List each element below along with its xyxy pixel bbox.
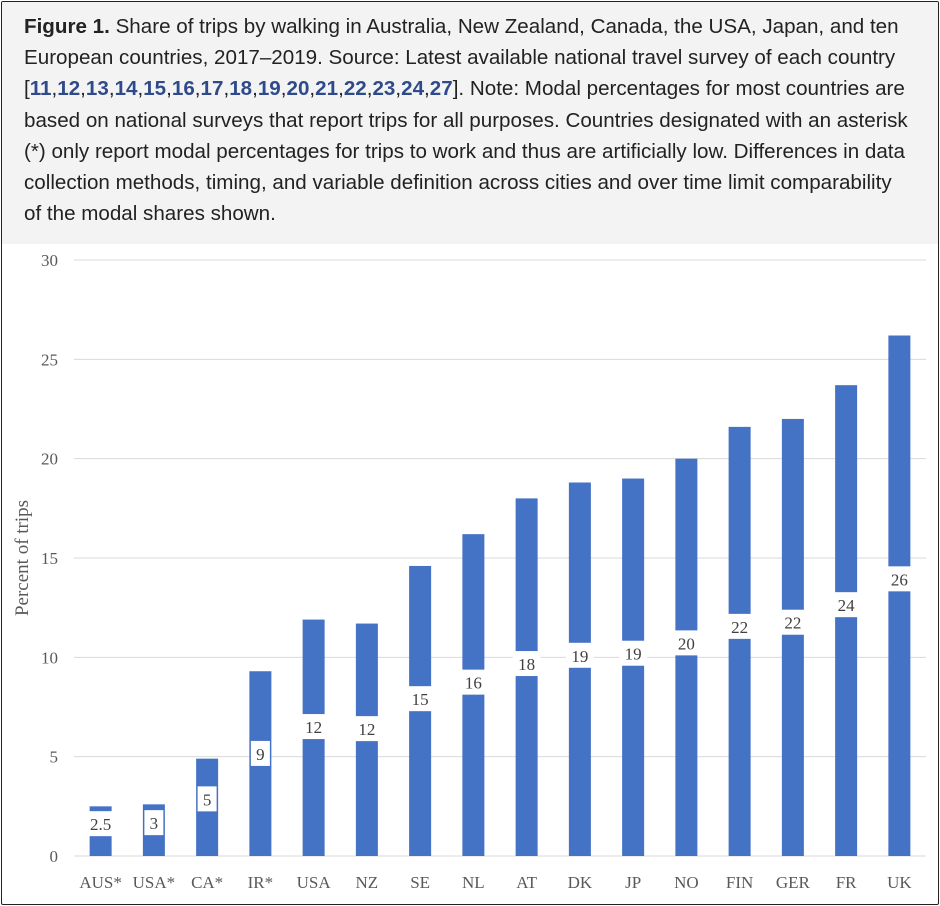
caption-text-before: Share of trips by walking in Australia, … xyxy=(24,15,899,101)
reference-link[interactable]: 22 xyxy=(343,77,367,101)
data-label-background xyxy=(832,592,861,618)
data-label-background xyxy=(619,640,648,666)
reference-link[interactable]: 17 xyxy=(200,77,224,101)
reference-link[interactable]: 13 xyxy=(85,77,109,101)
y-tick-label: 20 xyxy=(41,450,58,469)
x-tick-label: DK xyxy=(568,873,593,892)
data-label-background xyxy=(299,714,328,740)
y-tick-label: 15 xyxy=(41,549,58,568)
data-label-background xyxy=(565,642,594,668)
reference-link[interactable]: 14 xyxy=(114,77,138,101)
data-label-background xyxy=(512,651,541,677)
x-tick-label: NO xyxy=(674,873,699,892)
data-label: 26 xyxy=(891,570,908,589)
data-label: 19 xyxy=(571,647,588,666)
data-label: 12 xyxy=(358,720,375,739)
reference-link[interactable]: 20 xyxy=(286,77,310,101)
data-label-background xyxy=(885,566,914,592)
chart-area: 2.5 3 5 9 12 12 15 16 18 19 19 20 22 22 24 26 0 5 10 15 20 2… xyxy=(2,244,938,904)
data-label-background xyxy=(250,740,270,766)
data-label: 19 xyxy=(625,645,642,664)
x-tick-labels: AUS* USA* CA* IR* USA NZ SE NL AT DK JP NO FIN GER FR U… xyxy=(79,873,912,892)
data-label: 16 xyxy=(465,674,482,693)
data-label: 3 xyxy=(150,814,159,833)
data-label-background xyxy=(82,811,120,837)
bar xyxy=(888,335,911,856)
y-tick-label: 5 xyxy=(50,748,59,767)
data-label-background xyxy=(406,686,435,712)
y-tick-label: 10 xyxy=(41,648,58,667)
reference-link[interactable]: 12 xyxy=(57,77,81,101)
bar xyxy=(568,482,591,856)
y-axis-label: Percent of trips xyxy=(12,500,33,616)
data-label-background xyxy=(672,630,701,656)
caption-lead: Figure 1. xyxy=(24,15,110,38)
x-tick-label: FR xyxy=(836,873,857,892)
data-label: 18 xyxy=(518,655,535,674)
x-tick-label: NZ xyxy=(356,873,379,892)
x-tick-label: UK xyxy=(887,873,912,892)
reference-link[interactable]: 15 xyxy=(143,77,167,101)
y-tick-label: 30 xyxy=(41,251,58,270)
x-tick-label: USA* xyxy=(133,873,176,892)
data-label: 22 xyxy=(784,614,801,633)
y-tick-labels: 0 5 10 15 20 25 30 xyxy=(41,251,58,866)
bar xyxy=(622,478,645,856)
caption-references: 11,12,13,14,15,16,17,18,19,20,21,22,23,2… xyxy=(29,77,453,101)
x-tick-label: AT xyxy=(516,873,537,892)
y-tick-label: 0 xyxy=(50,847,59,866)
data-label: 9 xyxy=(256,745,265,764)
data-label: 20 xyxy=(678,634,695,653)
bar xyxy=(462,534,485,856)
data-label: 22 xyxy=(731,618,748,637)
x-tick-label: GER xyxy=(776,873,811,892)
data-label: 12 xyxy=(305,718,322,737)
caption-text-after: ]. Note: Modal percentages for most coun… xyxy=(24,77,908,226)
reference-link[interactable]: 19 xyxy=(257,77,281,101)
reference-link[interactable]: 23 xyxy=(372,77,396,101)
bars: 2.5 3 5 9 12 12 15 16 18 19 19 20 22 22 24 26 xyxy=(82,335,914,856)
reference-link[interactable]: 11 xyxy=(29,77,52,101)
bar xyxy=(675,458,698,856)
data-label: 15 xyxy=(412,690,429,709)
reference-link[interactable]: 16 xyxy=(171,77,195,101)
x-tick-label: NL xyxy=(462,873,485,892)
reference-link[interactable]: 18 xyxy=(229,77,253,101)
figure-caption: Figure 1. Share of trips by walking in A… xyxy=(2,2,938,244)
data-label-background xyxy=(144,810,164,836)
bar xyxy=(835,385,858,856)
data-label: 24 xyxy=(838,596,856,615)
bar xyxy=(515,498,538,856)
data-label-background xyxy=(778,609,807,635)
x-tick-label: JP xyxy=(625,873,641,892)
bar xyxy=(781,418,804,856)
x-tick-label: CA* xyxy=(191,873,223,892)
data-label: 2.5 xyxy=(90,815,111,834)
data-label-background xyxy=(352,716,381,742)
data-label: 5 xyxy=(203,790,212,809)
reference-link[interactable]: 21 xyxy=(315,77,339,101)
y-tick-label: 25 xyxy=(41,350,58,369)
x-tick-label: FIN xyxy=(726,873,753,892)
x-tick-label: USA xyxy=(297,873,332,892)
data-label-background xyxy=(725,613,754,639)
reference-link[interactable]: 24 xyxy=(401,77,425,101)
data-label-background xyxy=(459,669,488,695)
x-tick-label: SE xyxy=(410,873,430,892)
bar xyxy=(728,426,751,856)
data-label-background xyxy=(197,786,217,812)
x-tick-label: AUS* xyxy=(79,873,122,892)
reference-link[interactable]: 27 xyxy=(429,77,453,101)
x-tick-label: IR* xyxy=(248,873,274,892)
